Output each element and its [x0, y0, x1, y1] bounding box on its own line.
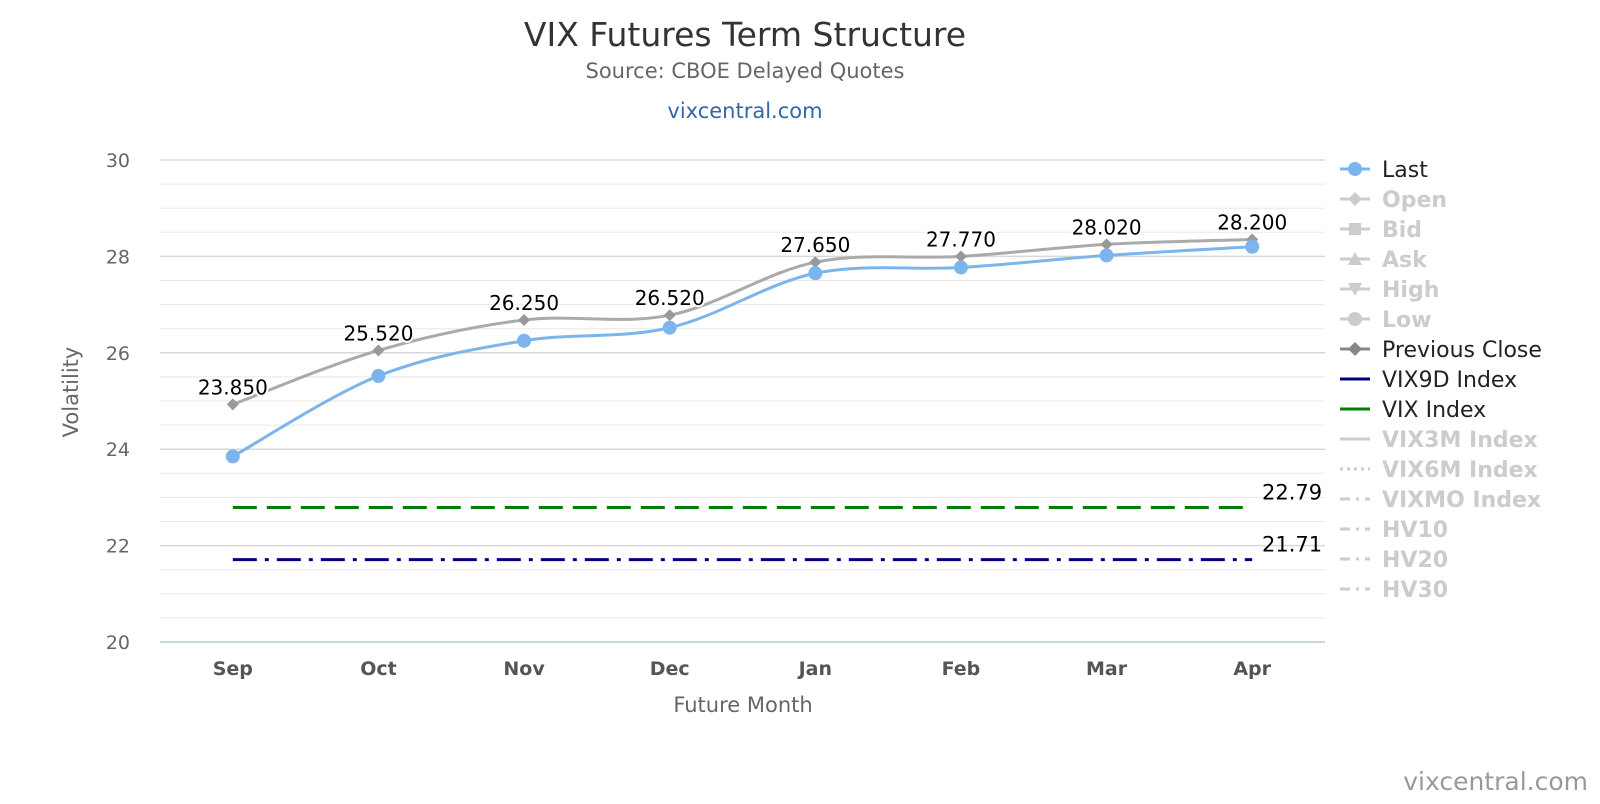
legend-item[interactable]: VIX9D Index	[1340, 368, 1517, 393]
x-axis-title: Future Month	[673, 693, 812, 717]
last-point	[953, 260, 968, 275]
last-data-label: 26.520	[635, 286, 705, 310]
data-labels: 23.850 25.520 26.250 26.520 27.650 27.770 28.0…	[196, 209, 1289, 402]
chart-title: VIX Futures Term Structure	[524, 15, 966, 54]
x-tick-label: Sep	[213, 658, 253, 680]
series	[225, 233, 1260, 464]
last-data-label: 25.520	[343, 321, 413, 345]
y-tick-label: 22	[106, 536, 130, 558]
legend-label: Open	[1382, 188, 1447, 213]
legend-item[interactable]: Low	[1340, 308, 1431, 333]
previous-close-point	[226, 398, 239, 411]
legend-item[interactable]: VIXMO Index	[1340, 488, 1541, 513]
legend-item[interactable]: Ask	[1340, 248, 1428, 273]
legend-label: VIX Index	[1382, 398, 1486, 423]
last-data-label: 28.200	[1217, 211, 1287, 235]
last-data-label: 26.250	[489, 291, 559, 315]
y-axis-title: Volatility	[59, 347, 83, 438]
legend-label: HV10	[1382, 518, 1448, 543]
last-data-label: 23.850	[198, 375, 268, 399]
chart-subtitle: Source: CBOE Delayed Quotes	[586, 59, 905, 83]
x-tick-label: Dec	[650, 658, 690, 680]
last-point	[371, 368, 386, 383]
legend-label: VIX3M Index	[1382, 428, 1538, 453]
credits[interactable]: vixcentral.com	[1403, 767, 1588, 796]
previous-close-point	[663, 309, 676, 322]
vix9d-index-value-label: 21.71	[1262, 533, 1322, 557]
previous-close-line	[232, 238, 1253, 406]
previous-close-point	[1100, 238, 1113, 251]
reference-lines: 22.79 21.71	[232, 481, 1322, 562]
x-tick-label: Jan	[797, 658, 832, 680]
last-point	[517, 333, 532, 348]
x-tick-label: Oct	[360, 658, 397, 680]
x-tick-label: Mar	[1086, 658, 1128, 680]
legend-circle-marker	[1348, 312, 1362, 326]
last-point	[662, 320, 677, 335]
y-tick-label: 24	[106, 439, 130, 461]
last-data-label: 27.770	[926, 227, 996, 251]
legend-label: VIX9D Index	[1382, 368, 1517, 393]
vix-index-value-label: 22.79	[1262, 481, 1322, 505]
last-point	[808, 266, 823, 281]
y-tick-label: 28	[106, 246, 130, 268]
legend-item[interactable]: Last	[1340, 158, 1428, 183]
legend: Last Open Bid Ask High Low Previous Close VIX9D…	[1340, 158, 1542, 603]
last-line	[232, 245, 1253, 458]
legend-diamond-marker	[1348, 192, 1362, 206]
previous-close-point	[809, 256, 822, 269]
y-tick-label: 30	[106, 150, 130, 172]
previous-close-point	[518, 314, 531, 327]
last-point	[1245, 239, 1260, 254]
last-point	[1099, 248, 1114, 263]
legend-item[interactable]: VIX Index	[1340, 398, 1486, 423]
legend-label: HV30	[1382, 578, 1448, 603]
legend-label: Bid	[1382, 218, 1422, 243]
previous-close-point	[372, 344, 385, 357]
legend-label: Ask	[1382, 248, 1428, 273]
legend-item[interactable]: Bid	[1340, 218, 1422, 243]
legend-square-marker	[1349, 223, 1361, 235]
x-tick-label: Apr	[1233, 658, 1271, 680]
x-tick-label: Feb	[942, 658, 981, 680]
x-tick-label: Nov	[503, 658, 545, 680]
legend-item[interactable]: Open	[1340, 188, 1447, 213]
legend-label: Last	[1382, 158, 1428, 183]
last-data-label: 27.650	[780, 233, 850, 257]
legend-label: HV20	[1382, 548, 1448, 573]
legend-label: High	[1382, 278, 1439, 303]
legend-item[interactable]: HV10	[1340, 518, 1448, 543]
last-data-label: 28.020	[1072, 215, 1142, 239]
legend-triangle-marker	[1348, 252, 1362, 265]
legend-item[interactable]: HV20	[1340, 548, 1448, 573]
legend-triangle-down-marker	[1348, 283, 1362, 296]
last-point	[225, 449, 240, 464]
legend-label: VIXMO Index	[1382, 488, 1541, 513]
legend-item[interactable]: HV30	[1340, 578, 1448, 603]
legend-item[interactable]: Previous Close	[1340, 338, 1542, 363]
legend-item[interactable]: VIX6M Index	[1340, 458, 1538, 483]
legend-item[interactable]: VIX3M Index	[1340, 428, 1538, 453]
previous-close-point	[954, 250, 967, 263]
y-tick-label: 20	[106, 632, 130, 654]
site-link[interactable]: vixcentral.com	[667, 99, 822, 123]
legend-diamond-marker	[1348, 342, 1362, 356]
y-tick-label: 26	[106, 343, 130, 365]
legend-label: Low	[1382, 308, 1431, 333]
legend-item[interactable]: High	[1340, 278, 1439, 303]
legend-label: VIX6M Index	[1382, 458, 1538, 483]
legend-circle-marker	[1348, 162, 1362, 176]
axes: 20 22 24 26 28 30 Sep Oct Nov Dec Jan Feb Mar Apr	[106, 150, 1325, 680]
legend-label: Previous Close	[1382, 338, 1542, 363]
grid-lines	[160, 159, 1325, 643]
